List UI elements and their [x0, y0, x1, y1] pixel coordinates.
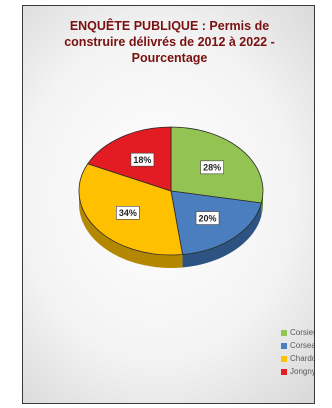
legend-item-corsier: Corsier	[281, 326, 315, 339]
chart-title-line-1: ENQUÊTE PUBLIQUE : Permis de	[69, 19, 270, 33]
pie-chart: 28% 20% 34% 18%	[78, 126, 264, 268]
pie-slice-jongny	[87, 126, 172, 192]
legend-label-chardonne: Chardonne	[290, 354, 314, 363]
data-label-corseaux: 20%	[195, 211, 220, 225]
legend-item-corseaux: Corseaux	[281, 339, 315, 352]
svg-text:20%: 20%	[199, 213, 217, 223]
legend-label-jongny: Jongny	[290, 367, 315, 376]
data-label-corsier: 28%	[200, 160, 224, 175]
legend-item-chardonne: Chardonne	[281, 352, 314, 365]
data-label-chardonne: 34%	[116, 206, 140, 220]
chart-area: ENQUÊTE PUBLIQUE : Permis de construire …	[22, 5, 315, 404]
chart-title: ENQUÊTE PUBLIQUE : Permis de construire …	[23, 18, 314, 66]
pie-side-chardonne	[79, 191, 183, 268]
chart-legend: Corsier Corseaux Chardonne Jongny	[281, 326, 315, 378]
data-label-jongny: 18%	[130, 152, 155, 167]
chart-title-line-3: Pourcentage	[131, 51, 208, 65]
legend-swatch-chardonne	[281, 355, 287, 362]
svg-text:18%: 18%	[133, 155, 151, 165]
svg-text:34%: 34%	[119, 208, 137, 218]
legend-swatch-corsier	[281, 329, 287, 336]
legend-item-jongny: Jongny	[281, 365, 315, 378]
legend-label-corseaux: Corseaux	[290, 341, 315, 350]
svg-text:28%: 28%	[203, 163, 221, 173]
legend-swatch-jongny	[281, 368, 287, 375]
chart-title-line-2: construire délivrés de 2012 à 2022 -	[64, 35, 275, 49]
legend-swatch-corseaux	[281, 342, 287, 349]
legend-label-corsier: Corsier	[290, 328, 315, 337]
